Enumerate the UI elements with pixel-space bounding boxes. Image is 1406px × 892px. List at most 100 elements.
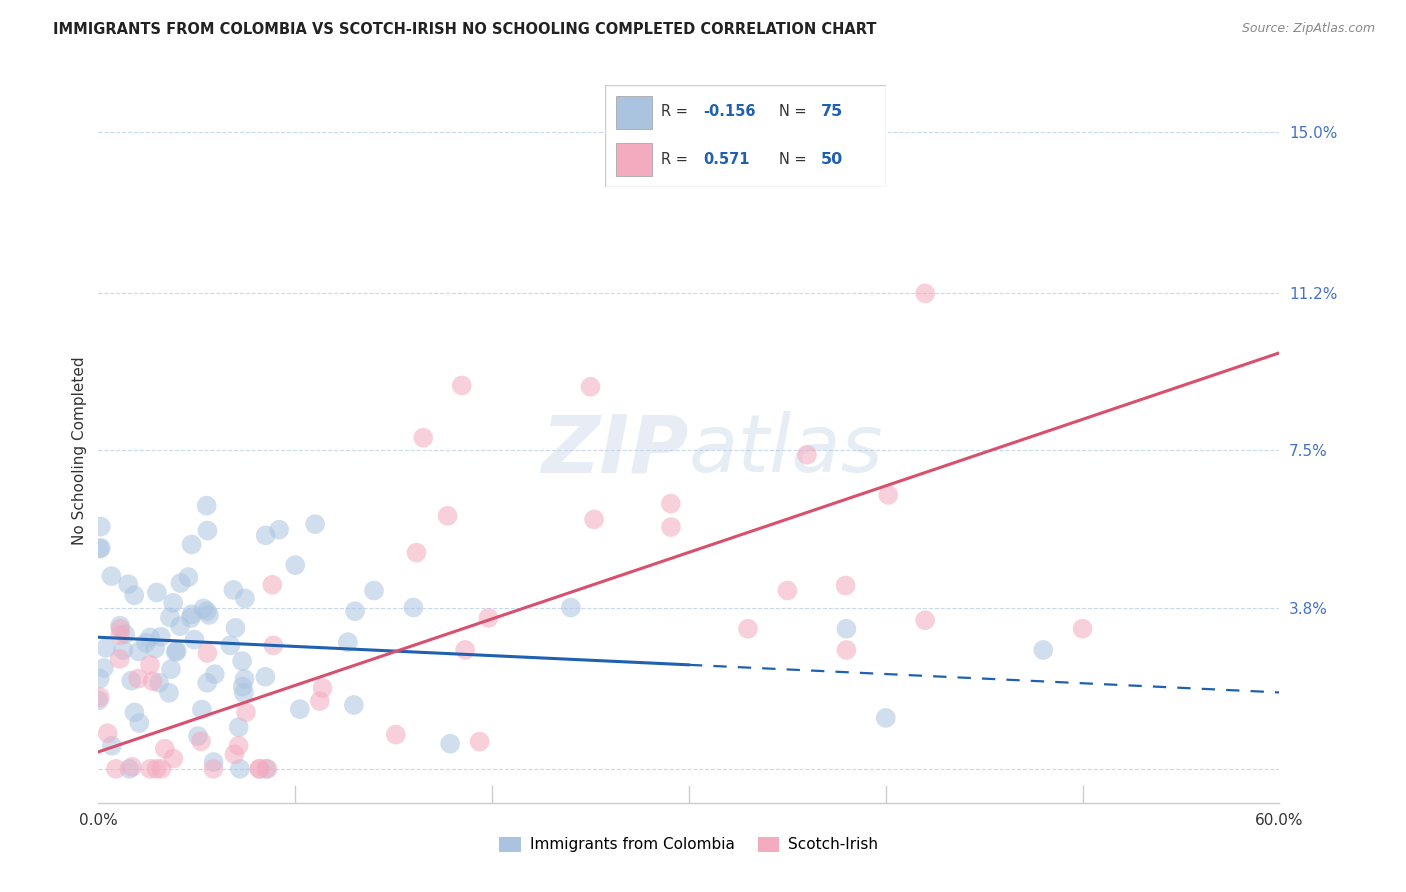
Point — [169, 619, 191, 633]
Point — [124, 706, 146, 720]
Point — [363, 583, 385, 598]
Point — [142, 674, 165, 689]
Text: IMMIGRANTS FROM COLOMBIA VS SCOTCH-IRISH NO SCHOOLING COMPLETED CORRELATION CHAR: IMMIGRANTS FROM COLOMBIA VS SCOTCH-IRISH… — [53, 22, 877, 37]
Text: -0.156: -0.156 — [703, 104, 755, 120]
Point — [254, 670, 277, 684]
Point — [235, 705, 257, 719]
Point — [284, 558, 307, 572]
Point — [262, 639, 284, 653]
Text: 75: 75 — [821, 104, 844, 120]
Point — [195, 499, 218, 513]
Point — [139, 762, 162, 776]
Point — [202, 755, 225, 769]
Point — [222, 582, 245, 597]
Point — [180, 611, 202, 625]
Point — [269, 523, 291, 537]
Point — [108, 628, 131, 642]
Point — [117, 577, 139, 591]
Point — [121, 760, 143, 774]
Point — [311, 681, 333, 695]
Point — [875, 711, 897, 725]
Text: R =: R = — [661, 104, 692, 120]
Point — [89, 690, 111, 705]
Point — [135, 636, 157, 650]
Text: N =: N = — [779, 104, 811, 120]
Point — [145, 762, 167, 776]
Point — [90, 519, 112, 533]
Point — [108, 652, 131, 666]
Point — [450, 378, 472, 392]
Y-axis label: No Schooling Completed: No Schooling Completed — [72, 356, 87, 545]
Point — [165, 645, 187, 659]
Point — [162, 751, 184, 765]
Point — [191, 702, 214, 716]
Point — [204, 667, 226, 681]
Point — [1032, 643, 1054, 657]
Point — [183, 632, 205, 647]
Point — [128, 644, 150, 658]
Point — [197, 646, 219, 660]
Point — [148, 675, 170, 690]
Point — [114, 627, 136, 641]
Point — [224, 621, 246, 635]
Point — [94, 640, 117, 655]
Point — [187, 729, 209, 743]
Point — [150, 762, 173, 776]
Point — [97, 726, 120, 740]
Point — [202, 762, 225, 776]
Point — [233, 591, 256, 606]
Point — [835, 622, 858, 636]
Point — [439, 737, 461, 751]
Point — [233, 672, 256, 686]
Point — [162, 596, 184, 610]
Point — [124, 588, 146, 602]
Point — [256, 762, 278, 776]
Point — [385, 727, 408, 741]
Point — [127, 672, 149, 686]
Text: N =: N = — [779, 152, 811, 167]
Point — [180, 607, 202, 622]
Point — [304, 517, 326, 532]
Point — [180, 537, 202, 551]
Point — [254, 528, 277, 542]
Point — [717, 134, 740, 148]
Point — [247, 762, 270, 776]
Text: ZIP: ZIP — [541, 411, 689, 490]
Point — [193, 601, 215, 615]
Point — [169, 576, 191, 591]
Point — [231, 654, 253, 668]
Point — [159, 610, 181, 624]
Point — [120, 673, 142, 688]
Point — [112, 643, 135, 657]
Point — [454, 643, 477, 657]
Point — [228, 720, 250, 734]
Text: 50: 50 — [821, 152, 844, 167]
Point — [108, 618, 131, 632]
Point — [877, 488, 900, 502]
Point — [198, 607, 221, 622]
Text: 0.571: 0.571 — [703, 152, 749, 167]
Point — [834, 578, 856, 592]
Point — [139, 631, 162, 645]
Point — [100, 569, 122, 583]
Point — [308, 694, 330, 708]
Point — [139, 657, 162, 672]
Point — [149, 630, 172, 644]
Point — [93, 661, 115, 675]
Point — [468, 734, 491, 748]
Point — [190, 734, 212, 748]
Point — [229, 762, 252, 776]
Point — [232, 686, 254, 700]
Point — [336, 635, 359, 649]
Point — [128, 716, 150, 731]
Point — [405, 546, 427, 560]
Point — [560, 600, 582, 615]
Point — [232, 680, 254, 694]
Point — [412, 431, 434, 445]
FancyBboxPatch shape — [616, 96, 652, 128]
Point — [579, 380, 602, 394]
Point — [118, 762, 141, 776]
Point — [254, 762, 277, 776]
Point — [90, 541, 112, 555]
Point — [1071, 622, 1094, 636]
